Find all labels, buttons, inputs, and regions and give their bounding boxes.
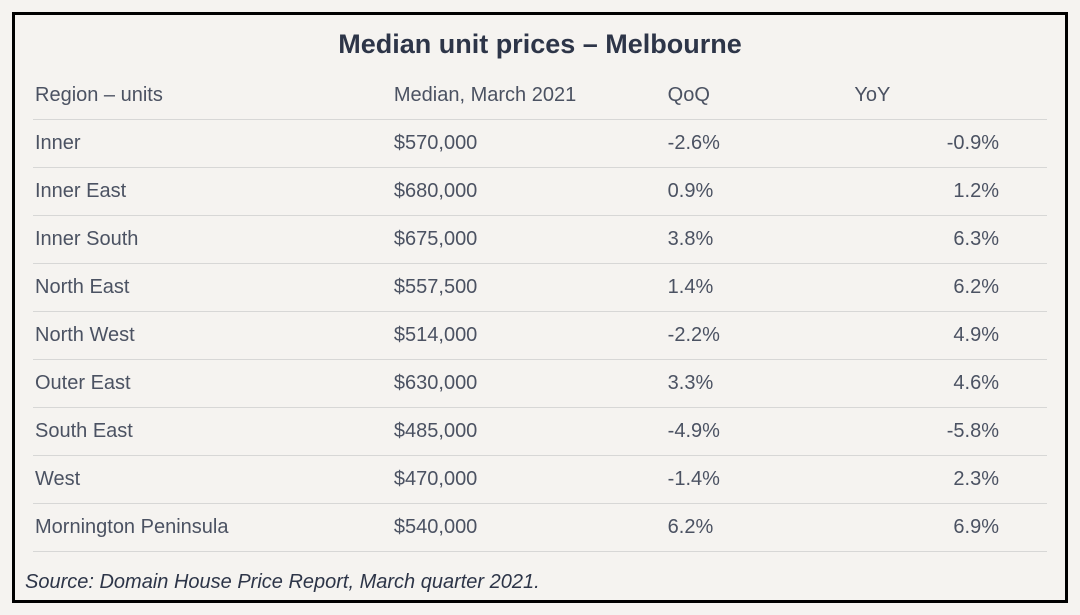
cell-qoq: 0.9% <box>662 168 855 216</box>
table-header-row: Region – units Median, March 2021 QoQ Yo… <box>33 74 1047 120</box>
source-note: Source: Domain House Price Report, March… <box>25 565 1055 596</box>
cell-qoq: -4.9% <box>662 408 855 456</box>
cell-yoy: 2.3% <box>854 456 1047 504</box>
cell-median: $675,000 <box>388 216 662 264</box>
table-row: Mornington Peninsula $540,000 6.2% 6.9% <box>33 504 1047 552</box>
cell-median: $470,000 <box>388 456 662 504</box>
col-header-region: Region – units <box>33 74 388 120</box>
cell-region: North West <box>33 312 388 360</box>
cell-qoq: 6.2% <box>662 504 855 552</box>
table-row: North East $557,500 1.4% 6.2% <box>33 264 1047 312</box>
cell-region: Inner East <box>33 168 388 216</box>
price-table: Region – units Median, March 2021 QoQ Yo… <box>33 74 1047 552</box>
col-header-yoy: YoY <box>854 74 1047 120</box>
table-row: West $470,000 -1.4% 2.3% <box>33 456 1047 504</box>
table-row: North West $514,000 -2.2% 4.9% <box>33 312 1047 360</box>
table-wrapper: Region – units Median, March 2021 QoQ Yo… <box>25 74 1055 565</box>
table-body: Inner $570,000 -2.6% -0.9% Inner East $6… <box>33 120 1047 552</box>
cell-yoy: 6.9% <box>854 504 1047 552</box>
cell-qoq: 3.8% <box>662 216 855 264</box>
cell-qoq: -1.4% <box>662 456 855 504</box>
cell-yoy: 1.2% <box>854 168 1047 216</box>
cell-region: Mornington Peninsula <box>33 504 388 552</box>
cell-yoy: -5.8% <box>854 408 1047 456</box>
table-row: Inner South $675,000 3.8% 6.3% <box>33 216 1047 264</box>
cell-yoy: 4.6% <box>854 360 1047 408</box>
col-header-median: Median, March 2021 <box>388 74 662 120</box>
cell-median: $680,000 <box>388 168 662 216</box>
cell-qoq: 3.3% <box>662 360 855 408</box>
cell-yoy: 4.9% <box>854 312 1047 360</box>
cell-region: Inner South <box>33 216 388 264</box>
table-row: Inner $570,000 -2.6% -0.9% <box>33 120 1047 168</box>
cell-yoy: -0.9% <box>854 120 1047 168</box>
cell-median: $514,000 <box>388 312 662 360</box>
chart-title: Median unit prices – Melbourne <box>25 23 1055 74</box>
table-frame: Median unit prices – Melbourne Region – … <box>12 12 1068 603</box>
cell-yoy: 6.3% <box>854 216 1047 264</box>
cell-qoq: -2.6% <box>662 120 855 168</box>
cell-median: $485,000 <box>388 408 662 456</box>
cell-region: South East <box>33 408 388 456</box>
cell-region: Inner <box>33 120 388 168</box>
cell-region: West <box>33 456 388 504</box>
table-row: Inner East $680,000 0.9% 1.2% <box>33 168 1047 216</box>
col-header-qoq: QoQ <box>662 74 855 120</box>
cell-median: $540,000 <box>388 504 662 552</box>
cell-region: North East <box>33 264 388 312</box>
table-row: South East $485,000 -4.9% -5.8% <box>33 408 1047 456</box>
table-row: Outer East $630,000 3.3% 4.6% <box>33 360 1047 408</box>
cell-qoq: 1.4% <box>662 264 855 312</box>
cell-qoq: -2.2% <box>662 312 855 360</box>
cell-region: Outer East <box>33 360 388 408</box>
cell-yoy: 6.2% <box>854 264 1047 312</box>
cell-median: $557,500 <box>388 264 662 312</box>
cell-median: $630,000 <box>388 360 662 408</box>
cell-median: $570,000 <box>388 120 662 168</box>
